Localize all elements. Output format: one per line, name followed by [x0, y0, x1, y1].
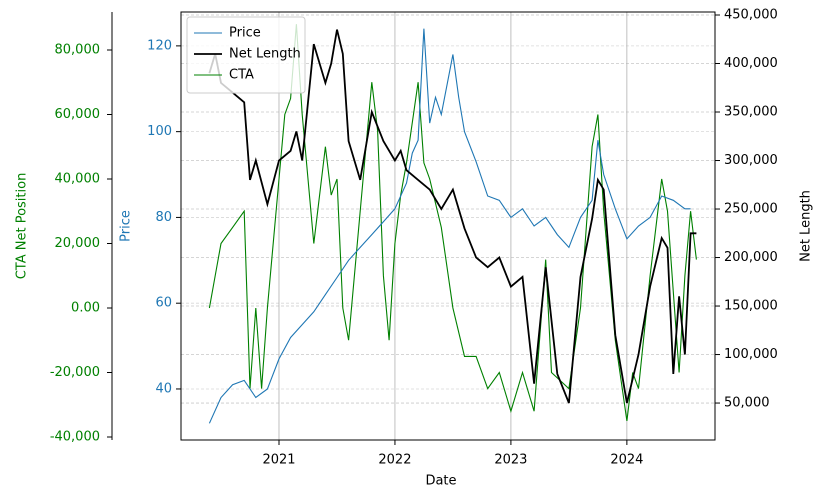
y2-tick-label: 250,000 [724, 202, 778, 217]
y3-tick-label: 0.00 [71, 300, 100, 315]
y2-axis-label: Net Length [799, 190, 814, 262]
y3-axis-label: CTA Net Position [15, 173, 30, 280]
y2-tick-label: 200,000 [724, 250, 778, 265]
series-line [208, 28, 691, 424]
y-axis-label: Price [119, 210, 134, 242]
legend-label: Price [229, 26, 261, 41]
y2-tick-label: 300,000 [724, 153, 778, 168]
y2-tick-label: 100,000 [724, 347, 778, 362]
x-tick-label: 2022 [378, 453, 411, 468]
legend-label: Net Length [229, 47, 301, 62]
plot-frame [180, 11, 716, 441]
y2-tick-label: 450,000 [724, 8, 778, 23]
y-tick-label: 100 [147, 124, 172, 139]
y-tick-label: 120 [147, 38, 172, 53]
y3-tick-label: 60,000 [55, 107, 101, 122]
y2-tick-label: 350,000 [724, 105, 778, 120]
y3-tick-label: -40,000 [50, 430, 100, 445]
y2-tick-label: 150,000 [724, 299, 778, 314]
y2-tick-label: 400,000 [724, 56, 778, 71]
y-tick-label: 60 [155, 296, 172, 311]
x-axis-label: Date [425, 474, 456, 489]
y3-tick-label: 80,000 [55, 42, 101, 57]
series-line [208, 24, 697, 421]
series-line [208, 29, 697, 404]
legend-label: CTA [229, 68, 254, 83]
y3-tick-label: -20,000 [50, 365, 100, 380]
y-tick-label: 80 [155, 210, 172, 225]
y-tick-label: 40 [155, 381, 172, 396]
x-tick-label: 2021 [262, 453, 295, 468]
y2-tick-label: 50,000 [724, 396, 770, 411]
y3-tick-label: 20,000 [55, 236, 101, 251]
y3-tick-label: 40,000 [55, 171, 101, 186]
x-tick-label: 2023 [494, 453, 527, 468]
legend-box [186, 16, 306, 94]
x-tick-label: 2024 [610, 453, 643, 468]
